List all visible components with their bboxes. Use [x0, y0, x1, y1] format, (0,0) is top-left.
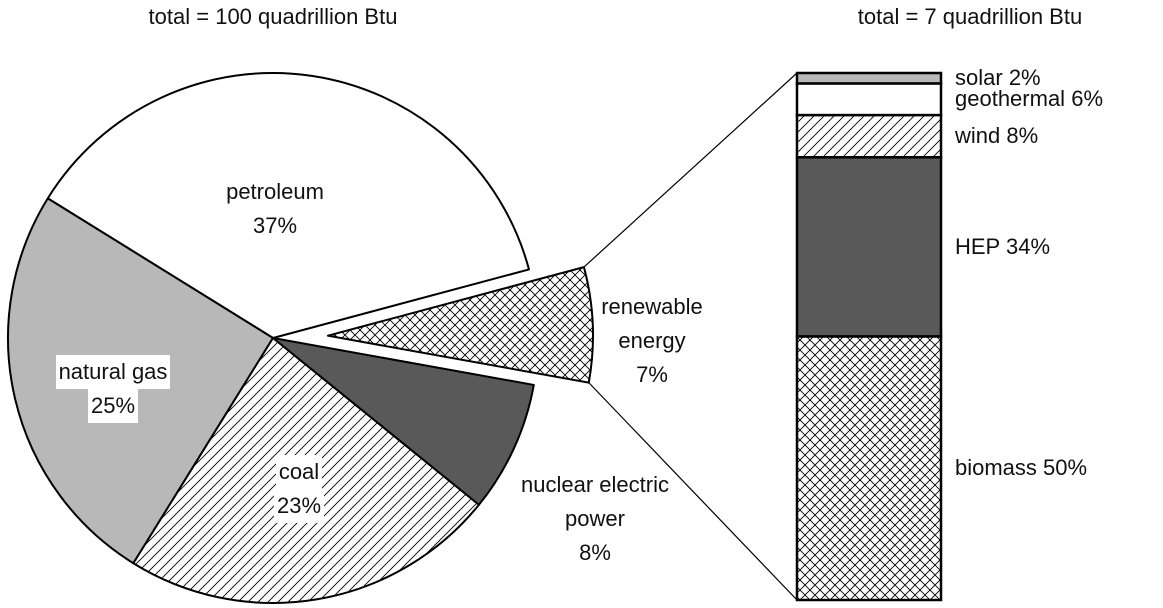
pie-slice: [46, 72, 530, 339]
category-label: petroleum: [226, 179, 324, 204]
bar-segment: [795, 82, 943, 117]
slice-label: renewable energy 7%: [582, 290, 722, 392]
pie-title: total = 100 quadrillion Btu: [148, 4, 398, 29]
value-label: 37%: [252, 213, 298, 238]
value-label: 8%: [579, 540, 611, 565]
segment-label: geothermal 6%: [955, 88, 1103, 110]
value-label: 6%: [1071, 86, 1103, 112]
category-label: renewable energy: [601, 294, 703, 353]
value-label: 2%: [1008, 65, 1041, 91]
slice-label: natural gas 25%: [13, 355, 213, 423]
segment-label: biomass 50%: [955, 457, 1087, 479]
category-label: solar: [955, 65, 1003, 91]
bar-segment: [795, 156, 943, 338]
value-label: 23%: [273, 489, 325, 523]
slice-label: coal 23%: [199, 455, 399, 523]
value-label: 34%: [1005, 233, 1051, 259]
category-label: natural gas: [55, 355, 171, 389]
segment-label: HEP 34%: [955, 233, 1051, 259]
slice-label: petroleum 37%: [175, 175, 375, 243]
pie-slice: [326, 266, 594, 384]
category-label: HEP: [955, 233, 1000, 259]
bar-segment: [795, 71, 943, 85]
bar-title: total = 7 quadrillion Btu: [857, 4, 1083, 29]
value-label: 25%: [87, 389, 139, 423]
category-label: geothermal: [955, 86, 1066, 112]
category-label: coal: [275, 455, 323, 489]
value-label: 50%: [1043, 455, 1088, 481]
value-label: 7%: [636, 362, 668, 387]
value-label: 8%: [1006, 123, 1039, 149]
category-label: wind: [955, 123, 1001, 149]
slice-label: nuclear electric power 8%: [495, 468, 695, 570]
category-label: nuclear electric power: [521, 472, 669, 531]
segment-label: wind 8%: [955, 125, 1038, 147]
segment-label: solar 2%: [955, 67, 1041, 89]
connector: [583, 72, 798, 268]
category-label: biomass: [955, 455, 1037, 481]
bar-segment: [795, 113, 943, 159]
bar-segment: [795, 335, 943, 602]
connector: [588, 382, 798, 601]
pie-slice: [272, 337, 535, 506]
